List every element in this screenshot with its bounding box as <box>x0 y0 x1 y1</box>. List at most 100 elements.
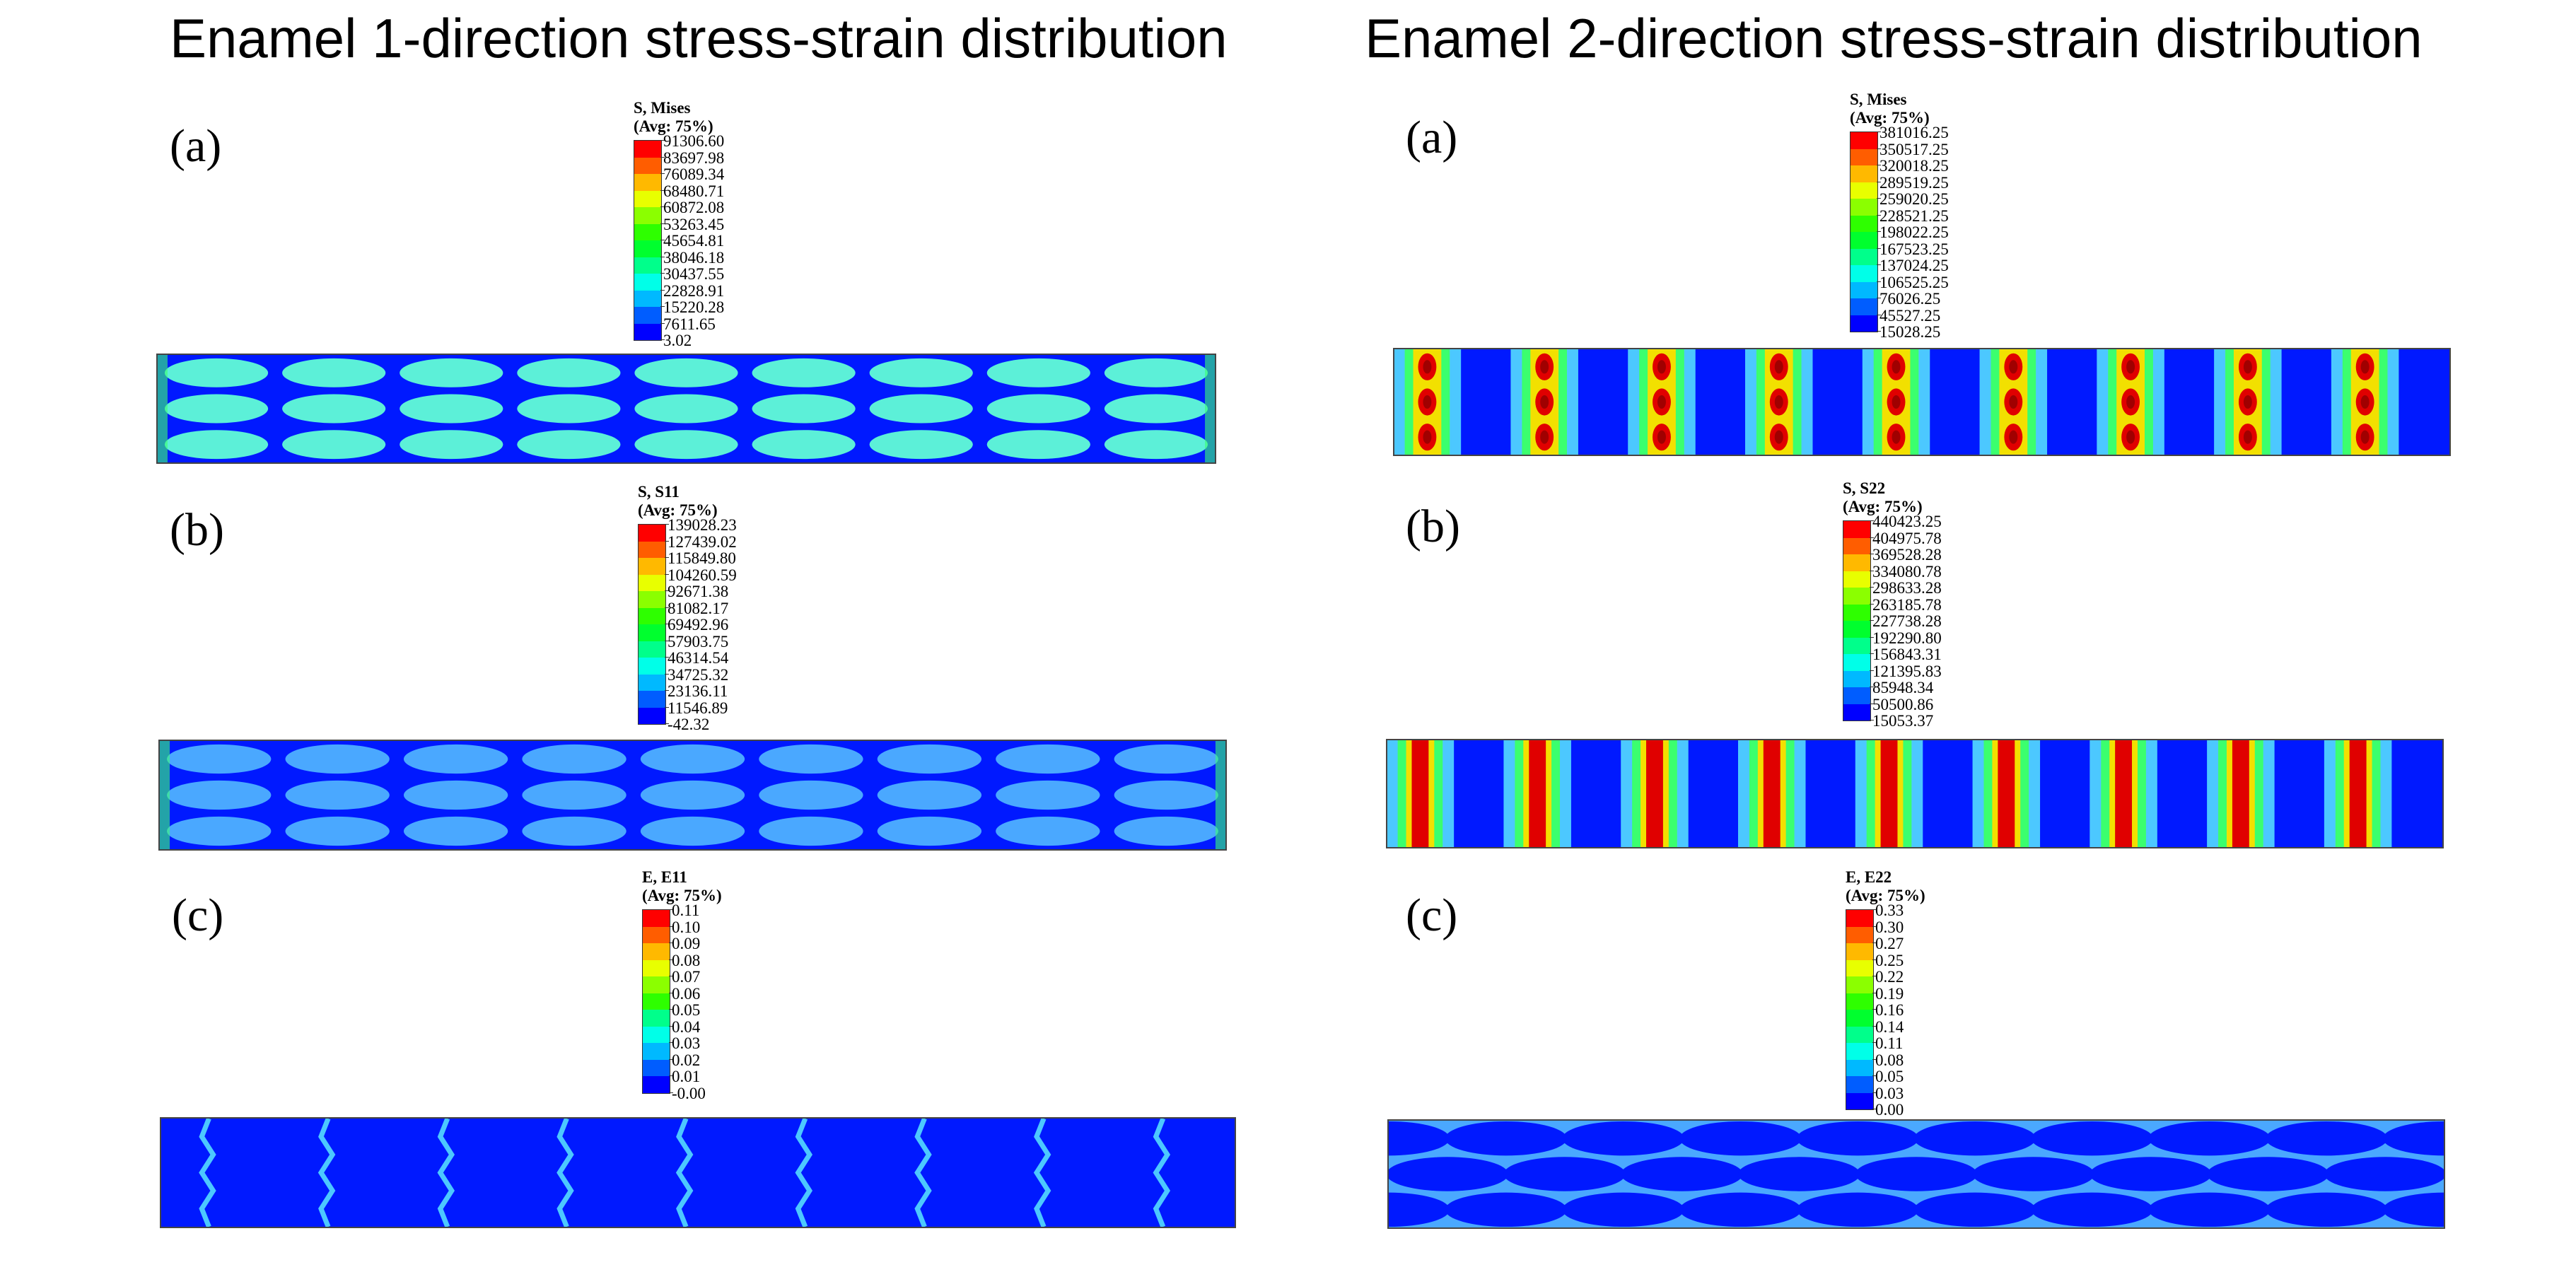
legend-swatch <box>643 910 670 927</box>
legend-value: 0.04 <box>672 1017 701 1036</box>
legend-averaging: (Avg: 75%) <box>1846 887 1925 904</box>
legend-value: 0.33 <box>1875 902 1904 919</box>
inclusion-ellipse <box>1389 1121 1450 1156</box>
inclusion-ellipse <box>1913 1121 2036 1156</box>
inclusion-ellipse <box>1562 1121 1684 1156</box>
legend-value: 0.00 <box>1875 1101 1904 1119</box>
legend-swatch <box>1843 654 1870 671</box>
stress-column <box>1979 349 2048 455</box>
legend-swatch <box>1851 315 1877 332</box>
edge-highlight <box>1205 355 1215 462</box>
legend-swatch <box>639 658 665 675</box>
inclusion-ellipse <box>282 394 386 424</box>
inclusion-ellipse <box>877 780 982 810</box>
legend-value: 381016.25 <box>1879 124 1949 141</box>
legend-swatch <box>643 976 670 993</box>
legend-tick <box>665 723 669 724</box>
legend-swatch <box>639 591 665 608</box>
inclusion-ellipse <box>752 358 856 387</box>
legend-value: 0.02 <box>672 1051 701 1069</box>
legend-tick <box>665 524 669 525</box>
legend-value: 0.11 <box>1875 1034 1904 1052</box>
inclusion-ellipse <box>759 744 863 774</box>
inclusion-ellipse <box>752 430 856 460</box>
inclusion-ellipse <box>1445 1121 1567 1156</box>
legend-swatch <box>1843 670 1870 687</box>
legend-value: 350517.25 <box>1879 140 1949 158</box>
legend-value: 15028.25 <box>1879 323 1941 341</box>
legend-value: 0.25 <box>1875 951 1904 969</box>
legend-tick <box>665 607 669 608</box>
legend-swatch <box>1851 148 1877 165</box>
legend-value: 69492.96 <box>668 616 729 634</box>
legend-swatch <box>1851 199 1877 216</box>
contour-field-1a <box>156 354 1216 464</box>
legend-swatch <box>1851 165 1877 182</box>
legend-value: 34725.32 <box>668 665 729 684</box>
stress-column <box>1394 349 1462 455</box>
inclusion-ellipse <box>986 430 1090 460</box>
legend-swatch <box>643 1043 670 1060</box>
legend-tick <box>1877 281 1881 282</box>
legend-color-bar <box>642 909 670 1094</box>
inclusion-ellipse <box>869 430 973 460</box>
inclusion-ellipse <box>2207 1157 2329 1191</box>
legend-tick <box>1872 1092 1877 1093</box>
legend-value: 0.11 <box>672 902 700 919</box>
inclusion-ellipse <box>2031 1121 2153 1156</box>
strain-band <box>1153 1119 1171 1227</box>
inclusion-ellipse <box>403 780 508 810</box>
strain-band <box>317 1119 336 1227</box>
contour-plot <box>1394 349 2449 455</box>
contour-field-1b <box>158 740 1227 851</box>
legend-swatch <box>634 274 661 291</box>
inclusion-ellipse <box>996 816 1100 846</box>
legend-tick <box>669 1075 673 1076</box>
legend-tick <box>665 540 669 542</box>
legend-swatch <box>639 607 665 624</box>
stress-column <box>2207 740 2275 847</box>
legend-color-bar <box>634 140 662 341</box>
strain-band <box>556 1119 574 1227</box>
inclusion-ellipse <box>752 394 856 424</box>
legend-swatch <box>643 1059 670 1076</box>
legend-color-bar <box>1843 520 1871 721</box>
legend-value: 60872.08 <box>663 199 725 216</box>
legend-variable: S, Mises <box>1850 91 1907 108</box>
legend-swatch <box>634 223 661 240</box>
inclusion-ellipse <box>634 430 738 460</box>
inclusion-ellipse <box>285 816 390 846</box>
stress-column <box>1855 740 1923 847</box>
strain-band <box>437 1119 455 1227</box>
legend-swatch <box>634 174 661 191</box>
legend-swatch <box>1843 537 1870 554</box>
inclusion-ellipse <box>400 394 503 424</box>
inclusion-ellipse <box>285 780 390 810</box>
contour-plot <box>1387 740 2442 847</box>
legend-swatch <box>1843 604 1870 621</box>
legend-value: 0.07 <box>672 968 701 986</box>
inclusion-ellipse <box>869 394 973 424</box>
legend-tick <box>1870 537 1874 538</box>
legend-value: 83697.98 <box>663 148 725 167</box>
legend-swatch <box>1846 1059 1873 1076</box>
legend-tick <box>660 140 665 141</box>
inclusion-ellipse <box>877 744 982 774</box>
legend-value: 81082.17 <box>668 599 729 617</box>
stress-column <box>1738 740 1806 847</box>
inclusion-ellipse <box>1503 1157 1626 1191</box>
inclusion-ellipse <box>996 780 1100 810</box>
legend-swatch <box>643 993 670 1010</box>
legend-value: 68480.71 <box>663 182 725 200</box>
legend-value: 0.10 <box>672 918 701 936</box>
legend-tick <box>1872 909 1877 910</box>
inclusion-ellipse <box>1114 780 1218 810</box>
inclusion-ellipse <box>282 358 386 387</box>
legend-swatch <box>1851 132 1877 149</box>
legend-swatch <box>634 207 661 224</box>
edge-highlight <box>160 741 170 849</box>
panel-label-c: (c) <box>172 889 224 941</box>
legend-swatch <box>1843 621 1870 638</box>
inclusion-ellipse <box>167 780 272 810</box>
legend-swatch <box>639 691 665 708</box>
